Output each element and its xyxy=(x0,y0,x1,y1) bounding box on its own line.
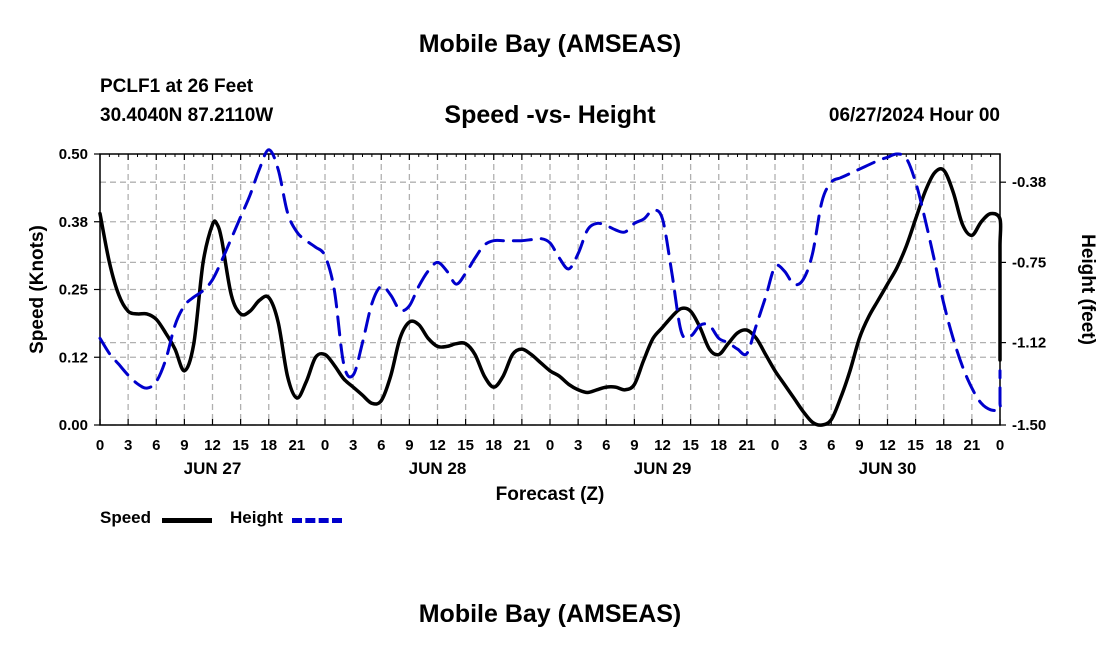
x-tick-label: 0 xyxy=(96,437,104,454)
chart-subtitle: Speed -vs- Height xyxy=(444,101,656,129)
day-label: JUN 27 xyxy=(184,459,242,478)
x-tick-label: 6 xyxy=(827,437,835,454)
y2-tick-label: -0.38 xyxy=(1012,174,1046,191)
x-tick-label: 0 xyxy=(771,437,779,454)
x-tick-label: 9 xyxy=(405,437,413,454)
x-tick-label: 0 xyxy=(996,437,1004,454)
height-series-line xyxy=(98,148,1003,413)
y2-axis-title: Height (feet) xyxy=(1077,234,1098,345)
x-tick-label: 15 xyxy=(232,437,249,454)
x-tick-label: 18 xyxy=(710,437,727,454)
x-tick-label: 21 xyxy=(964,437,981,454)
legend-height-swatch xyxy=(292,518,342,523)
x-tick-label: 18 xyxy=(260,437,277,454)
x-tick-label: 12 xyxy=(654,437,671,454)
y-tick-label: 0.38 xyxy=(59,214,88,231)
legend-speed-swatch xyxy=(162,518,212,523)
forecast-run-time: 06/27/2024 Hour 00 xyxy=(828,105,1000,126)
y-tick-label: 0.00 xyxy=(59,417,88,434)
x-tick-label: 12 xyxy=(429,437,446,454)
y-tick-label: 0.50 xyxy=(59,146,88,163)
y-tick-label: 0.25 xyxy=(59,282,88,299)
legend-height-label: Height xyxy=(230,508,283,527)
x-tick-label: 3 xyxy=(124,437,132,454)
x-tick-label: 12 xyxy=(879,437,896,454)
x-tick-label: 6 xyxy=(602,437,610,454)
legend-speed-label: Speed xyxy=(100,508,152,527)
day-label: JUN 28 xyxy=(409,459,467,478)
x-tick-label: 21 xyxy=(289,437,306,454)
x-tick-label: 0 xyxy=(546,437,554,454)
y2-tick-label: -0.75 xyxy=(1012,254,1046,271)
station-coordinates: 30.4040N 87.2110W xyxy=(100,105,274,126)
day-label: JUN 29 xyxy=(634,459,692,478)
x-tick-label: 9 xyxy=(630,437,638,454)
y2-tick-label: -1.50 xyxy=(1012,417,1046,434)
x-tick-label: 18 xyxy=(935,437,952,454)
x-tick-label: 15 xyxy=(907,437,924,454)
x-tick-label: 21 xyxy=(739,437,756,454)
day-label: JUN 30 xyxy=(859,459,917,478)
x-tick-label: 3 xyxy=(349,437,357,454)
x-tick-label: 3 xyxy=(799,437,807,454)
x-tick-label: 3 xyxy=(574,437,582,454)
y-tick-label: 0.12 xyxy=(59,349,88,366)
x-tick-label: 18 xyxy=(485,437,502,454)
x-tick-label: 15 xyxy=(457,437,474,454)
x-tick-label: 12 xyxy=(204,437,221,454)
x-tick-label: 6 xyxy=(152,437,160,454)
station-name: PCLF1 at 26 Feet xyxy=(100,76,254,97)
y-axis-title: Speed (Knots) xyxy=(27,225,48,354)
repeated-chart-title: Mobile Bay (AMSEAS) xyxy=(418,600,682,628)
y2-tick-label: -1.12 xyxy=(1012,335,1046,352)
x-axis-title: Forecast (Z) xyxy=(496,484,605,505)
chart-title: Mobile Bay (AMSEAS) xyxy=(418,30,682,58)
x-tick-label: 6 xyxy=(377,437,385,454)
x-tick-label: 9 xyxy=(180,437,188,454)
speed-series-line xyxy=(98,167,1003,427)
x-tick-label: 15 xyxy=(682,437,699,454)
x-tick-label: 0 xyxy=(321,437,329,454)
x-tick-label: 21 xyxy=(514,437,531,454)
x-tick-label: 9 xyxy=(855,437,863,454)
